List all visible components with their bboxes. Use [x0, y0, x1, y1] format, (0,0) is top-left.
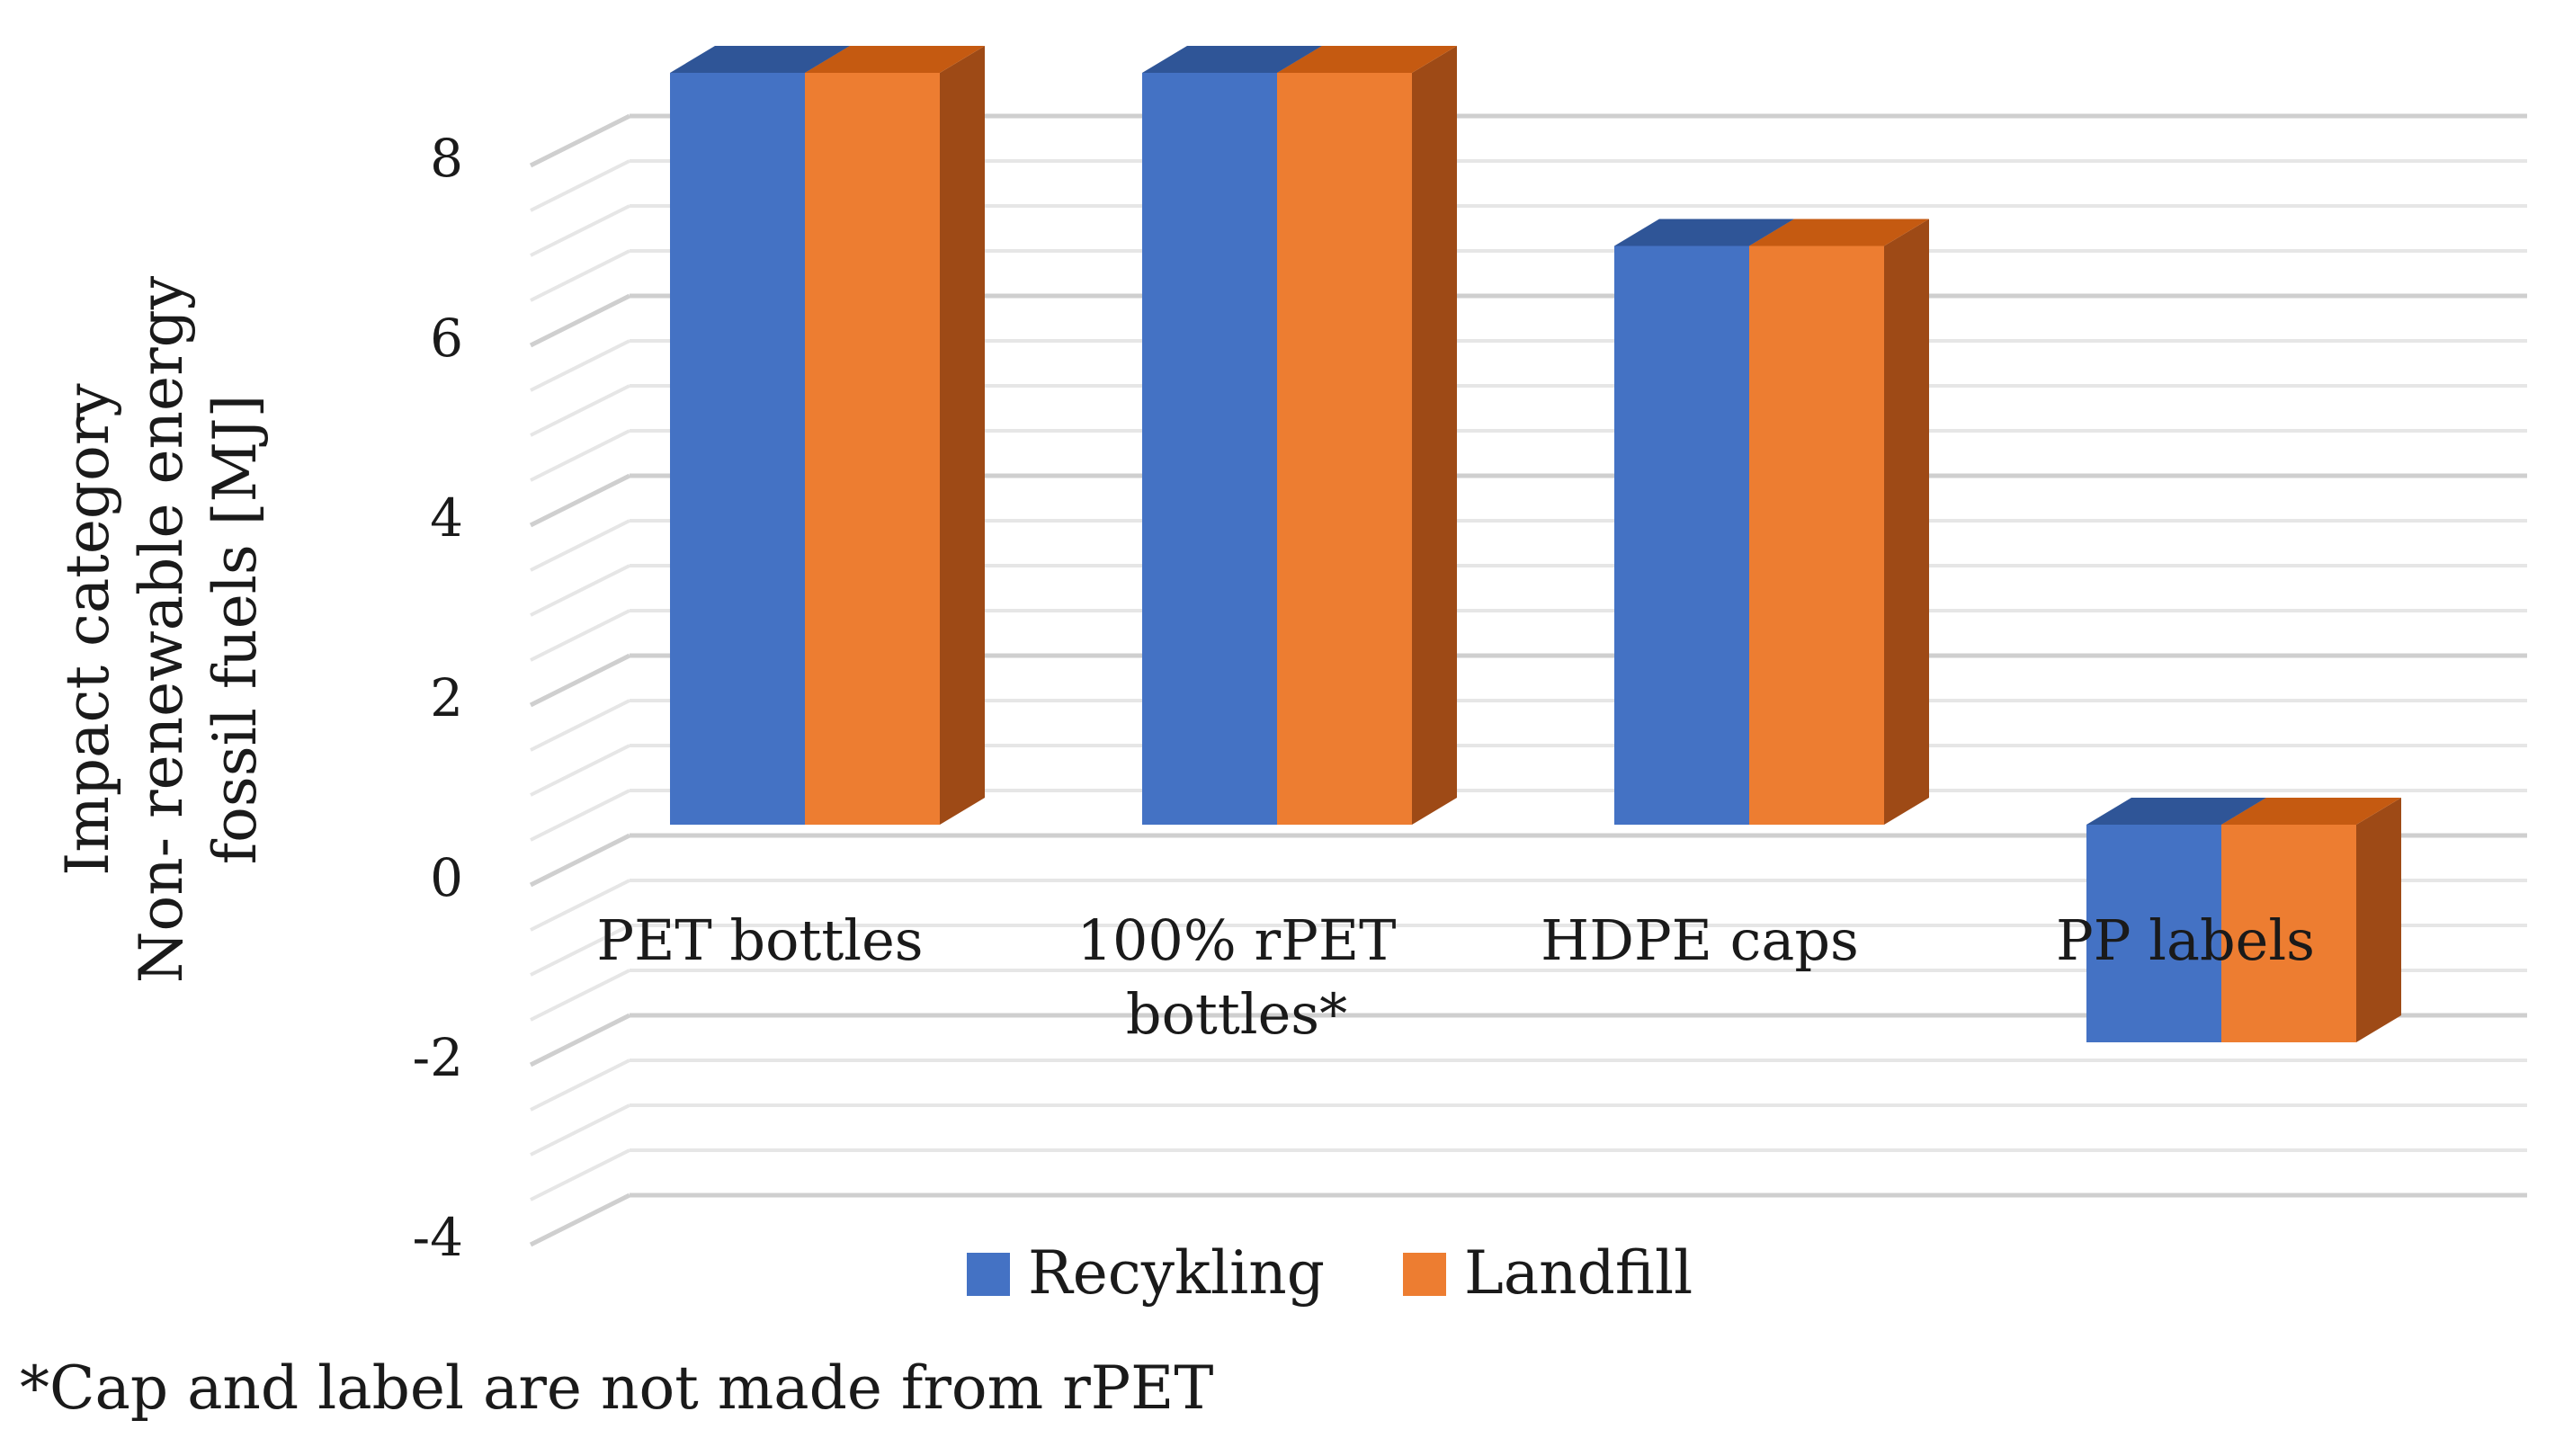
bar: [2221, 825, 2356, 1042]
bar-top: [1614, 219, 1794, 246]
gridline-floor: [529, 1192, 631, 1247]
gridline-floor: [530, 879, 630, 932]
legend-label: Landfill: [1464, 1238, 1693, 1308]
gridline-floor: [530, 519, 630, 572]
gridline-floor: [530, 249, 630, 302]
gridline-floor: [529, 653, 631, 708]
bar-top: [2221, 798, 2401, 825]
bar-top: [805, 46, 985, 73]
gridline-floor: [529, 293, 631, 348]
bar-side: [1884, 219, 1929, 825]
bar-top: [1277, 46, 1457, 73]
gridline-floor: [530, 699, 630, 752]
gridline-floor: [530, 384, 630, 437]
gridline-floor: [529, 473, 631, 528]
gridline-floor: [530, 429, 630, 482]
gridline-floor: [529, 833, 631, 888]
bar: [1142, 73, 1277, 825]
gridline-floor: [529, 113, 631, 168]
y-tick-label: 0: [430, 847, 463, 908]
bar-chart: -4 -2 0 2 4 6 8 PET bottles 100% rPET bottles* HD…: [53, 46, 2527, 1308]
y-axis-title: Impact categoryNon- renewable energyfoss…: [53, 275, 270, 983]
gridline-floor: [530, 1059, 630, 1112]
gridline-floor: [530, 1103, 630, 1157]
gridline-floor: [530, 789, 630, 842]
bar-top: [1142, 46, 1322, 73]
bars: [670, 46, 2401, 1042]
bar: [2086, 825, 2221, 1042]
gridline-floor: [530, 1148, 630, 1201]
gridline-floor: [530, 339, 630, 392]
category-label: PET bottles: [596, 907, 923, 973]
bar: [670, 73, 805, 825]
category-label: PP labels: [2056, 907, 2315, 973]
legend-swatch: [1403, 1253, 1446, 1296]
y-tick-label: -2: [413, 1027, 464, 1088]
gridline-floor: [530, 204, 630, 257]
legend: Recykling Landfill: [967, 1238, 1693, 1308]
bar-side: [2356, 798, 2401, 1042]
bar: [805, 73, 940, 825]
y-tick-label: 2: [430, 667, 463, 728]
bar: [1614, 246, 1749, 825]
gridline-floor: [530, 924, 630, 977]
y-axis-ticks: -4 -2 0 2 4 6 8: [413, 128, 464, 1268]
gridline-floor: [530, 609, 630, 662]
gridline-floor: [530, 969, 630, 1022]
bar-top: [670, 46, 850, 73]
gridline-floor: [530, 159, 630, 212]
bar-top: [1749, 219, 1929, 246]
category-labels: PET bottles 100% rPET bottles* HDPE caps PP …: [596, 907, 2315, 1047]
y-tick-label: 8: [430, 128, 463, 189]
footnote: *Cap and label are not made from rPET: [20, 1353, 1214, 1423]
bar-side: [940, 46, 985, 825]
bar-top: [2086, 798, 2266, 825]
bar-side: [1412, 46, 1457, 825]
gridline-floor: [530, 744, 630, 797]
y-tick-label: 6: [430, 308, 463, 369]
bar: [1277, 73, 1412, 825]
gridline-floor: [529, 1013, 631, 1067]
category-label: HDPE caps: [1541, 907, 1859, 973]
gridline-floor: [530, 564, 630, 617]
bar: [1749, 246, 1884, 825]
legend-swatch: [967, 1253, 1010, 1296]
y-tick-label: 4: [430, 487, 463, 549]
y-tick-label: -4: [413, 1207, 464, 1268]
category-label: 100% rPET bottles*: [1077, 907, 1397, 1047]
legend-label: Recykling: [1028, 1238, 1325, 1308]
